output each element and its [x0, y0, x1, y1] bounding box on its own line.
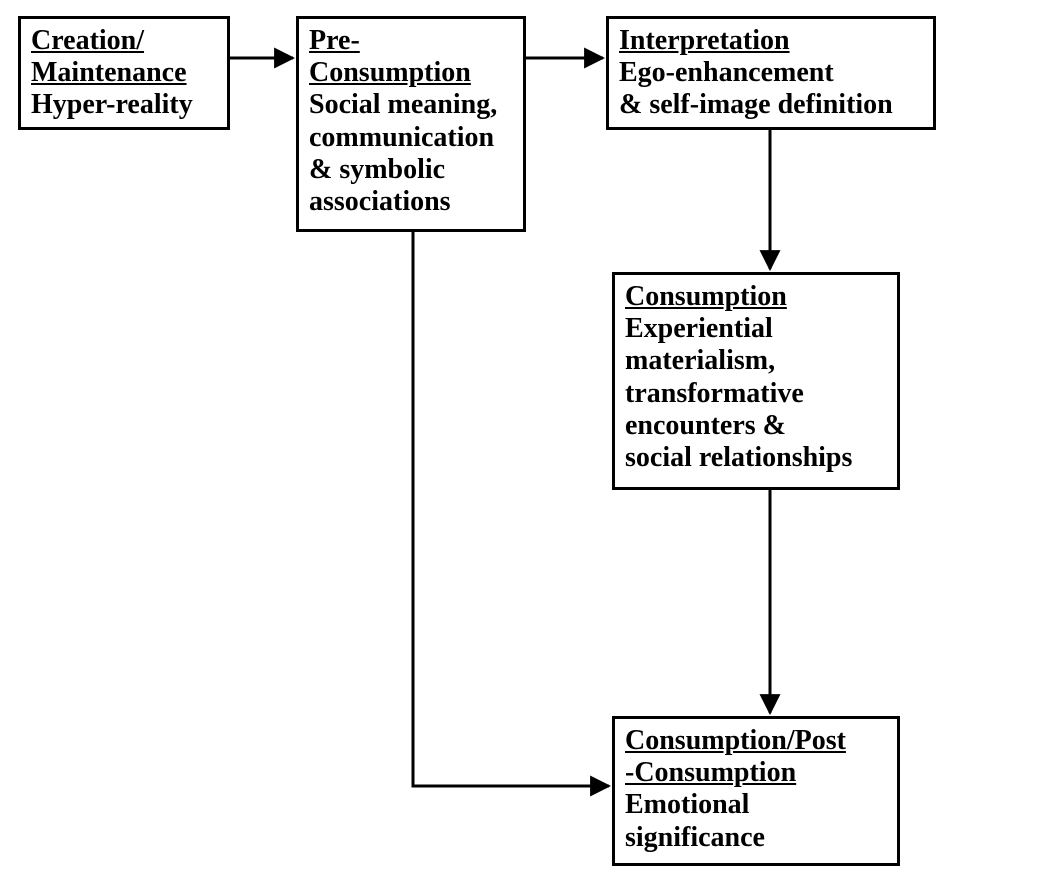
node-title: Interpretation [619, 25, 923, 57]
node-interpretation: Interpretation Ego-enhancement& self-ima… [606, 16, 936, 130]
diagram-canvas: Creation/Maintenance Hyper-reality Pre-C… [0, 0, 1063, 892]
node-post-consumption: Consumption/Post-Consumption Emotionalsi… [612, 716, 900, 866]
node-body: Social meaning,communication& symbolicas… [309, 89, 513, 218]
node-title: Creation/Maintenance [31, 25, 217, 89]
node-pre-consumption: Pre-Consumption Social meaning,communica… [296, 16, 526, 232]
node-title: Consumption/Post-Consumption [625, 725, 887, 789]
node-body: Ego-enhancement& self-image definition [619, 57, 923, 121]
node-body: Emotionalsignificance [625, 789, 887, 853]
node-title: Pre-Consumption [309, 25, 513, 89]
node-title: Consumption [625, 281, 887, 313]
node-creation: Creation/Maintenance Hyper-reality [18, 16, 230, 130]
edges-layer [0, 0, 1063, 892]
node-body: Experientialmaterialism,transformativeen… [625, 313, 887, 474]
node-body: Hyper-reality [31, 89, 217, 121]
edge-pre-to-post [413, 232, 609, 786]
node-consumption: Consumption Experientialmaterialism,tran… [612, 272, 900, 490]
